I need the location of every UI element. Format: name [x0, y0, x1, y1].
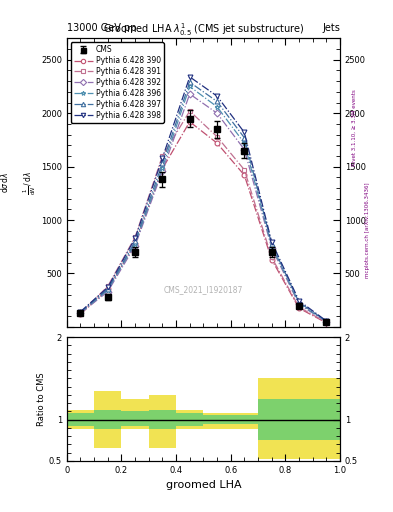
Pythia 6.428 391 [215, 134, 219, 140]
Pythia 6.428 396 [215, 104, 219, 110]
Pythia 6.428 398 [242, 130, 247, 136]
Pythia 6.428 398 [297, 297, 301, 304]
Bar [204, 413, 231, 430]
Pythia 6.428 396 [187, 83, 192, 90]
Pythia 6.428 396 [242, 140, 247, 146]
Pythia 6.428 398 [215, 93, 219, 99]
Bar [149, 395, 176, 449]
Pythia 6.428 391 [324, 319, 329, 326]
Pythia 6.428 398 [133, 235, 138, 241]
Pythia 6.428 391 [105, 283, 110, 289]
Bar [231, 413, 258, 430]
Line: Pythia 6.428 391: Pythia 6.428 391 [78, 109, 329, 325]
Pythia 6.428 392 [105, 289, 110, 295]
Text: mcplots.cern.ch [arXiv:1306.3436]: mcplots.cern.ch [arXiv:1306.3436] [365, 183, 370, 278]
Bar [121, 399, 149, 430]
Pythia 6.428 392 [242, 146, 247, 153]
Text: 13000 GeV pp: 13000 GeV pp [67, 23, 136, 33]
Pythia 6.428 391 [269, 254, 274, 261]
Pythia 6.428 396 [160, 164, 165, 170]
Legend: CMS, Pythia 6.428 390, Pythia 6.428 391, Pythia 6.428 392, Pythia 6.428 396, Pyt: CMS, Pythia 6.428 390, Pythia 6.428 391,… [71, 42, 164, 123]
Pythia 6.428 397 [297, 299, 301, 305]
Pythia 6.428 397 [78, 309, 83, 315]
Pythia 6.428 396 [324, 318, 329, 325]
Text: Jets: Jets [322, 23, 340, 33]
Pythia 6.428 397 [160, 160, 165, 166]
Pythia 6.428 392 [297, 302, 301, 308]
Pythia 6.428 397 [133, 238, 138, 244]
Line: Pythia 6.428 390: Pythia 6.428 390 [78, 119, 329, 325]
Pythia 6.428 390 [297, 305, 301, 311]
Pythia 6.428 391 [133, 234, 138, 240]
Y-axis label: $\mathrm{d}^2N$
$\mathrm{d}\sigma\,\mathrm{d}\lambda$

$\frac{1}{\mathrm{d}N}\,/: $\mathrm{d}^2N$ $\mathrm{d}\sigma\,\math… [0, 170, 38, 195]
Pythia 6.428 396 [297, 301, 301, 307]
Line: Pythia 6.428 392: Pythia 6.428 392 [78, 92, 329, 324]
Pythia 6.428 391 [160, 153, 165, 159]
Bar [285, 399, 313, 440]
Bar [313, 399, 340, 440]
Pythia 6.428 398 [160, 155, 165, 161]
Pythia 6.428 391 [78, 310, 83, 316]
Bar [176, 413, 204, 426]
Line: Pythia 6.428 397: Pythia 6.428 397 [78, 80, 329, 324]
Pythia 6.428 392 [78, 310, 83, 316]
Pythia 6.428 391 [187, 108, 192, 114]
Pythia 6.428 397 [187, 79, 192, 86]
Bar [204, 415, 231, 424]
Pythia 6.428 392 [133, 243, 138, 249]
Pythia 6.428 392 [269, 245, 274, 251]
Bar [176, 410, 204, 430]
X-axis label: groomed LHA: groomed LHA [165, 480, 241, 490]
Bar [149, 410, 176, 430]
Pythia 6.428 391 [297, 304, 301, 310]
Pythia 6.428 397 [269, 241, 274, 247]
Pythia 6.428 390 [187, 119, 192, 125]
Bar [121, 411, 149, 426]
Pythia 6.428 392 [160, 168, 165, 174]
Pythia 6.428 390 [105, 286, 110, 292]
Pythia 6.428 390 [215, 140, 219, 146]
Pythia 6.428 391 [242, 167, 247, 173]
Pythia 6.428 392 [187, 91, 192, 97]
Pythia 6.428 397 [324, 318, 329, 324]
Pythia 6.428 397 [105, 286, 110, 292]
Bar [313, 378, 340, 459]
Pythia 6.428 398 [324, 318, 329, 324]
Pythia 6.428 396 [105, 287, 110, 293]
Pythia 6.428 396 [133, 241, 138, 247]
Pythia 6.428 398 [269, 239, 274, 245]
Line: Pythia 6.428 396: Pythia 6.428 396 [78, 84, 329, 324]
Pythia 6.428 396 [269, 243, 274, 249]
Bar [285, 378, 313, 459]
Bar [258, 378, 285, 459]
Pythia 6.428 397 [215, 98, 219, 104]
Pythia 6.428 392 [324, 318, 329, 325]
Pythia 6.428 398 [105, 284, 110, 290]
Y-axis label: Ratio to CMS: Ratio to CMS [37, 372, 46, 426]
Bar [67, 410, 94, 430]
Pythia 6.428 398 [78, 309, 83, 315]
Bar [231, 415, 258, 424]
Bar [94, 391, 121, 449]
Bar [67, 413, 94, 426]
Pythia 6.428 397 [242, 135, 247, 141]
Pythia 6.428 390 [269, 257, 274, 263]
Pythia 6.428 390 [160, 166, 165, 172]
Bar [94, 410, 121, 430]
Text: Rivet 3.1.10, ≥ 3.3M events: Rivet 3.1.10, ≥ 3.3M events [352, 90, 357, 166]
Pythia 6.428 390 [78, 311, 83, 317]
Pythia 6.428 398 [187, 74, 192, 80]
Text: CMS_2021_I1920187: CMS_2021_I1920187 [164, 285, 243, 294]
Pythia 6.428 390 [133, 241, 138, 247]
Pythia 6.428 396 [78, 310, 83, 316]
Pythia 6.428 390 [324, 319, 329, 326]
Line: Pythia 6.428 398: Pythia 6.428 398 [78, 74, 329, 323]
Bar [258, 399, 285, 440]
Pythia 6.428 390 [242, 172, 247, 178]
Pythia 6.428 392 [215, 110, 219, 116]
Title: Groomed LHA $\lambda^{1}_{0.5}$ (CMS jet substructure): Groomed LHA $\lambda^{1}_{0.5}$ (CMS jet… [103, 22, 304, 38]
